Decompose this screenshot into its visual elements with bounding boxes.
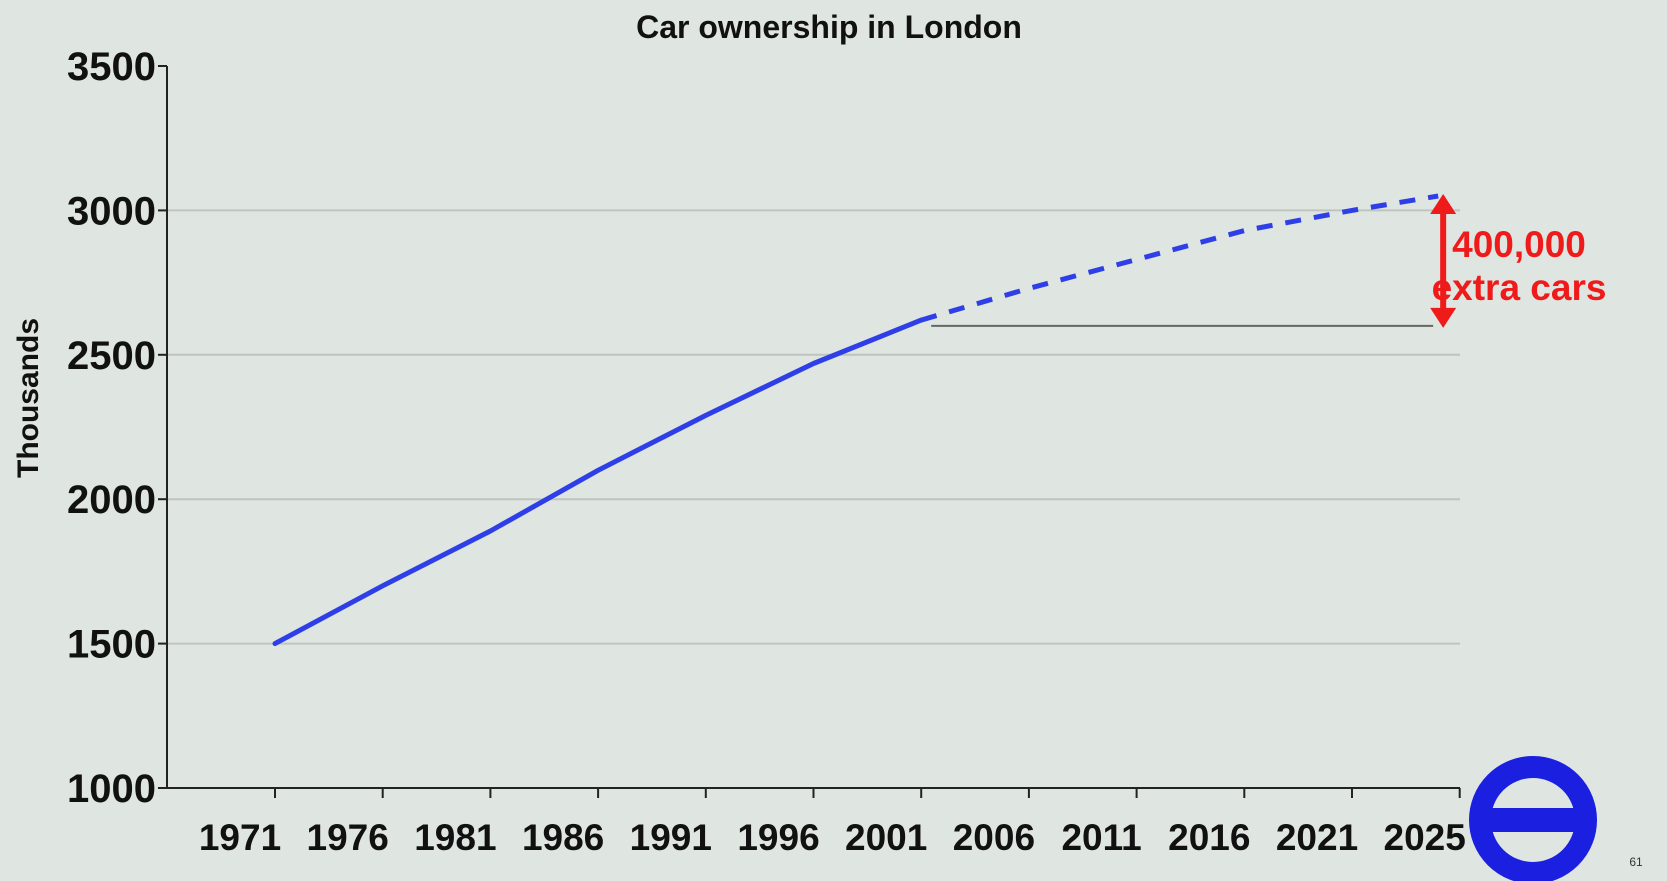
y-tick-label: 2500 [67, 334, 156, 378]
chart-title: Car ownership in London [636, 9, 1022, 45]
y-tick-labels: 1000 1500 2000 2500 3000 3500 [67, 45, 156, 811]
x-tick-label: 2006 [953, 817, 1035, 858]
x-tick-label: 2011 [1061, 817, 1141, 858]
x-tick-label: 2021 [1276, 817, 1358, 858]
y-tick-label: 2000 [67, 478, 156, 522]
x-tick-label: 2025 [1384, 817, 1466, 858]
y-tick-label: 3500 [67, 45, 156, 89]
x-tick-label: 1976 [307, 817, 389, 858]
annotation-text: extra cars [1432, 267, 1607, 308]
page-number: 61 [1629, 855, 1643, 869]
annotation-arrow-head-up [1430, 193, 1457, 214]
gridlines [167, 209, 1460, 645]
y-tick-label: 3000 [67, 189, 156, 233]
x-tick-label: 2001 [845, 817, 927, 858]
historical-line [272, 317, 924, 647]
x-tick-label: 1981 [414, 817, 496, 858]
x-tick-labels: 1971 1976 1981 1986 1991 1996 2001 2006 2011 2016… [199, 817, 1466, 858]
projection-line [920, 193, 1439, 323]
y-axis-label: Thousands [12, 318, 45, 478]
roundel-bar [1470, 808, 1596, 832]
annotation-text: 400,000 [1452, 224, 1586, 265]
x-tick-label: 1996 [737, 817, 819, 858]
x-tick-label: 2016 [1168, 817, 1250, 858]
x-tick-label: 1971 [199, 817, 281, 858]
series [272, 193, 1439, 647]
x-tick-label: 1991 [630, 817, 712, 858]
x-tick-label: 1986 [522, 817, 604, 858]
annotation-arrow-head-down [1430, 307, 1457, 328]
roundel-icon [1469, 756, 1597, 881]
axes [158, 65, 1461, 798]
y-tick-label: 1500 [67, 623, 156, 667]
y-tick-label: 1000 [67, 767, 156, 811]
